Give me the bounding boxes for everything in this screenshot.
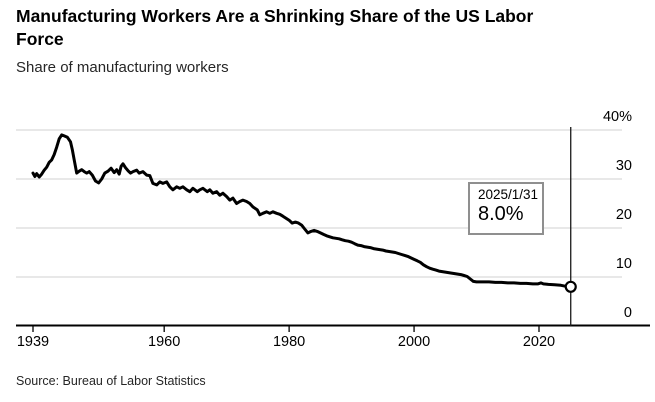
x-axis-label-1939: 1939 xyxy=(16,334,50,350)
series-line xyxy=(31,133,573,289)
y-axis-label-30: 30 xyxy=(615,158,632,174)
chart-title-line2: Force xyxy=(16,29,64,50)
source-credit: Source: Bureau of Labor Statistics xyxy=(16,374,206,388)
x-axis-label-2020: 2020 xyxy=(522,334,556,350)
tooltip-date: 2025/1/31 xyxy=(478,187,539,202)
x-axis-label-1980: 1980 xyxy=(272,334,306,350)
y-axis-label-0: 0 xyxy=(623,305,632,321)
chart-subtitle: Share of manufacturing workers xyxy=(16,59,229,76)
y-axis-label-20: 20 xyxy=(615,207,632,223)
tooltip-value: 8.0% xyxy=(478,203,524,226)
last-value-tooltip: 2025/1/31 8.0% xyxy=(468,182,544,235)
y-axis-label-40: 40% xyxy=(602,109,632,125)
chart-title: Manufacturing Workers Are a Shrinking Sh… xyxy=(16,5,616,51)
x-axis-label-1960: 1960 xyxy=(148,334,181,350)
x-axis-label-2000: 2000 xyxy=(397,334,431,350)
y-axis-label-10: 10 xyxy=(615,256,632,272)
end-point-marker[interactable] xyxy=(564,280,577,293)
chart-title-line1: Manufacturing Workers Are a Shrinking Sh… xyxy=(16,6,534,26)
